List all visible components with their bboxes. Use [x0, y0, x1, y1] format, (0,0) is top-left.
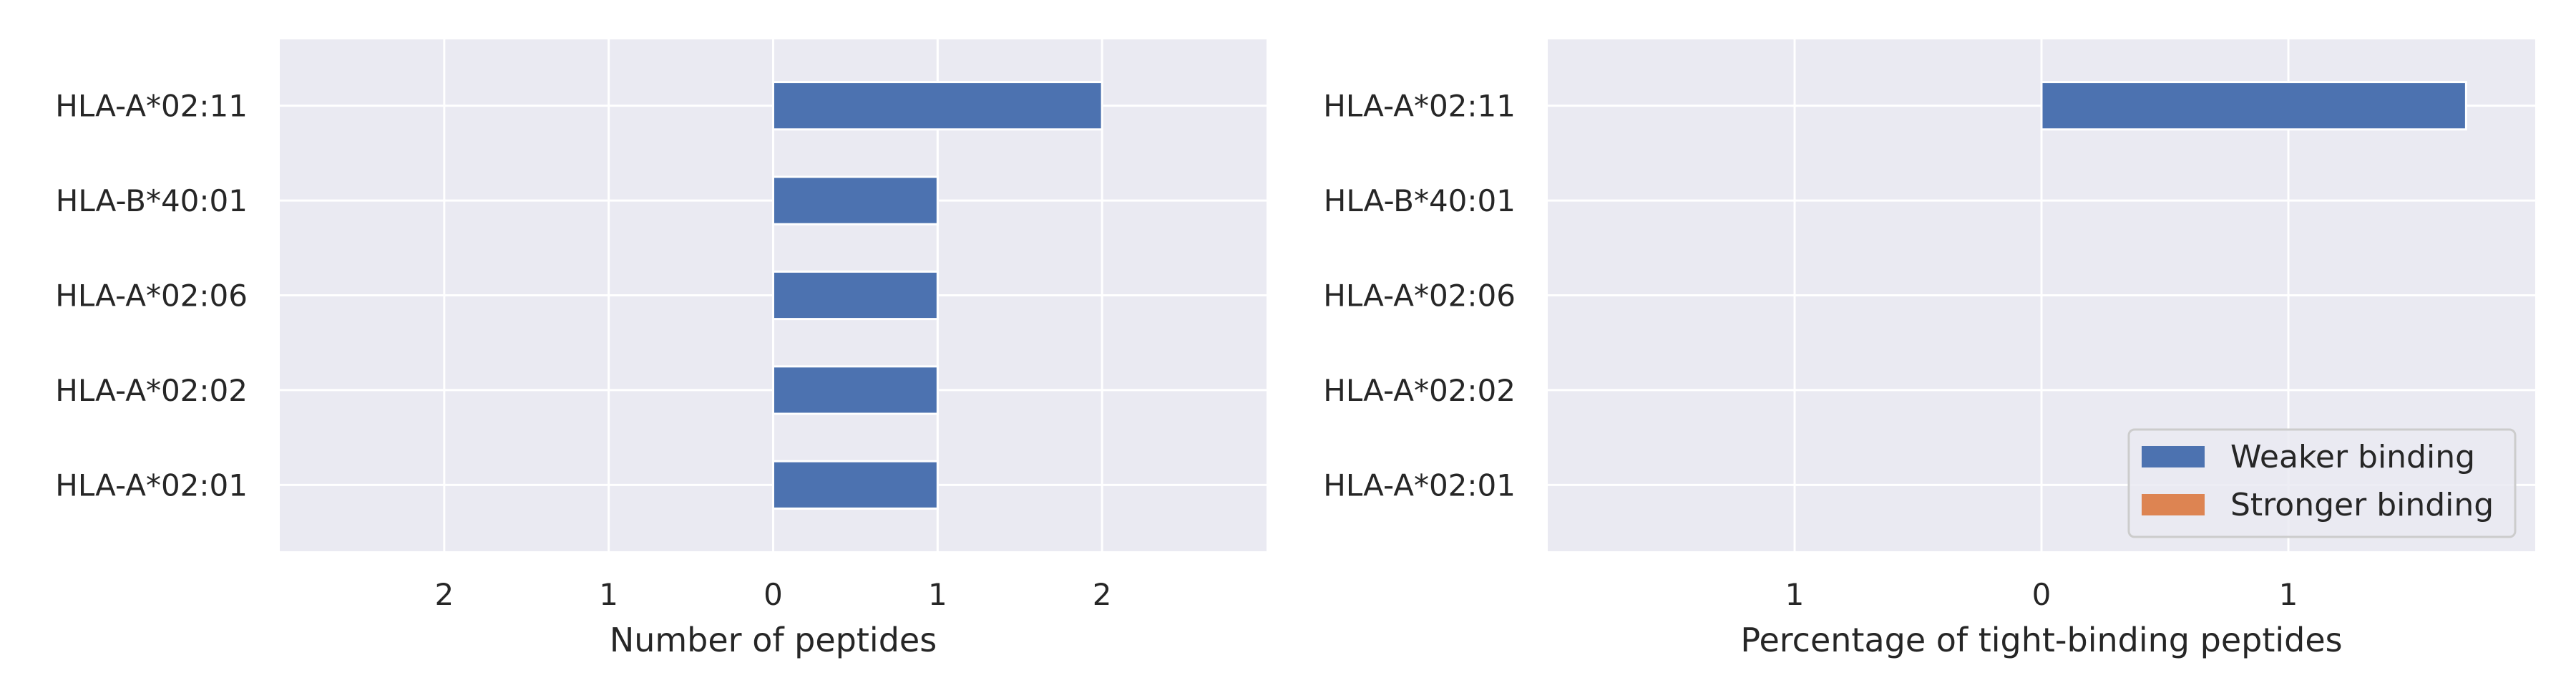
x-tick-label: 2 [434, 577, 454, 612]
y-tick-label: HLA-A*02:02 [1323, 373, 1516, 408]
x-tick-label: 1 [1785, 577, 1805, 612]
y-tick-label: HLA-A*02:01 [55, 467, 248, 503]
legend-label: Stronger binding [2230, 487, 2494, 523]
legend-swatch-stronger [2142, 494, 2205, 515]
y-tick-label: HLA-A*02:01 [1323, 467, 1516, 503]
y-tick-label: HLA-B*40:01 [1324, 183, 1516, 218]
x-tick-label: 1 [928, 577, 947, 612]
y-tick-label: HLA-A*02:11 [1323, 89, 1516, 124]
bar-weaker-binding [772, 175, 939, 226]
x-axis-label: Number of peptides [610, 621, 937, 659]
y-tick-label: HLA-A*02:02 [55, 373, 248, 408]
bar-weaker-binding [2040, 81, 2467, 131]
x-tick-label: 0 [763, 577, 783, 612]
bar-weaker-binding [772, 460, 939, 510]
y-tick-label: HLA-A*02:06 [1323, 278, 1516, 314]
left-chart-panel: HLA-A*02:11 HLA-B*40:01 HLA-A*02:06 HLA-A*0… [55, 39, 1267, 659]
x-tick-label: 1 [599, 577, 618, 612]
x-tick-label: 0 [2032, 577, 2051, 612]
legend-box [2127, 428, 2517, 538]
y-tick-label: HLA-A*02:11 [55, 89, 248, 124]
bar-weaker-binding [772, 365, 939, 415]
right-chart-panel: HLA-A*02:11 HLA-B*40:01 HLA-A*02:06 HLA-A*0… [1323, 39, 2535, 659]
legend-swatch-weaker [2142, 446, 2205, 467]
legend-label: Weaker binding [2230, 439, 2475, 475]
y-tick-label: HLA-A*02:06 [55, 278, 248, 314]
bar-weaker-binding [772, 270, 939, 321]
y-tick-label: HLA-B*40:01 [56, 183, 248, 218]
bar-weaker-binding [772, 81, 1103, 131]
x-tick-label: 2 [1093, 577, 1112, 612]
x-axis-label: Percentage of tight-binding peptides [1740, 621, 2342, 659]
x-tick-label: 1 [2279, 577, 2298, 612]
